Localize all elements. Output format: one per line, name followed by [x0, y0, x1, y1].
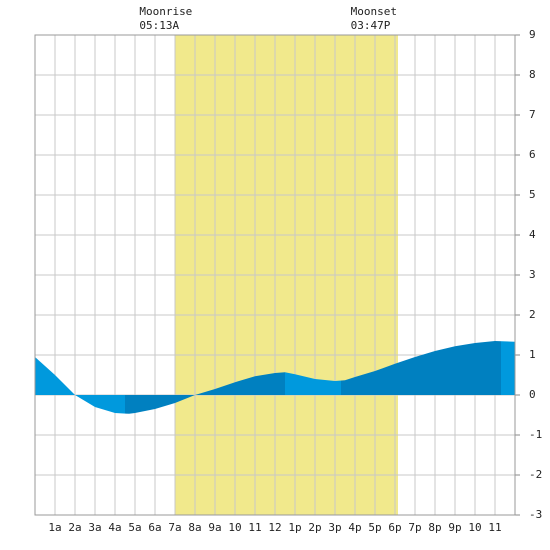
- x-tick-label: 9a: [208, 521, 221, 534]
- x-tick-label: 4a: [108, 521, 121, 534]
- x-tick-label: 3a: [88, 521, 101, 534]
- y-tick-label: -1: [529, 428, 542, 441]
- x-tick-label: 10: [468, 521, 481, 534]
- y-tick-label: 2: [529, 308, 536, 321]
- x-tick-label: 8a: [188, 521, 201, 534]
- x-tick-label: 11: [248, 521, 261, 534]
- x-tick-label: 12: [268, 521, 281, 534]
- x-tick-label: 7p: [408, 521, 421, 534]
- moon-event-time: 05:13A: [139, 19, 179, 32]
- moon-event-time: 03:47P: [351, 19, 391, 32]
- y-tick-label: -2: [529, 468, 542, 481]
- x-tick-label: 2a: [68, 521, 81, 534]
- x-tick-label: 10: [228, 521, 241, 534]
- x-tick-label: 4p: [348, 521, 361, 534]
- y-tick-label: 3: [529, 268, 536, 281]
- y-tick-label: 6: [529, 148, 536, 161]
- x-tick-label: 2p: [308, 521, 321, 534]
- y-tick-label: -3: [529, 508, 542, 521]
- x-tick-label: 6p: [388, 521, 401, 534]
- moon-event-label: Moonset: [351, 5, 397, 18]
- x-tick-label: 8p: [428, 521, 441, 534]
- y-tick-label: 1: [529, 348, 536, 361]
- y-tick-label: 8: [529, 68, 536, 81]
- y-tick-label: 5: [529, 188, 536, 201]
- x-tick-label: 3p: [328, 521, 341, 534]
- x-tick-label: 11: [488, 521, 501, 534]
- plot-border: [34, 34, 516, 516]
- x-tick-label: 1p: [288, 521, 301, 534]
- x-tick-label: 5p: [368, 521, 381, 534]
- y-tick-label: 9: [529, 28, 536, 41]
- moon-event-label: Moonrise: [139, 5, 192, 18]
- y-tick-label: 7: [529, 108, 536, 121]
- x-tick-label: 5a: [128, 521, 141, 534]
- y-tick-label: 4: [529, 228, 536, 241]
- x-tick-label: 9p: [448, 521, 461, 534]
- x-tick-label: 7a: [168, 521, 181, 534]
- y-tick-label: 0: [529, 388, 536, 401]
- x-tick-label: 6a: [148, 521, 161, 534]
- tide-area: [35, 341, 515, 414]
- x-tick-label: 1a: [48, 521, 61, 534]
